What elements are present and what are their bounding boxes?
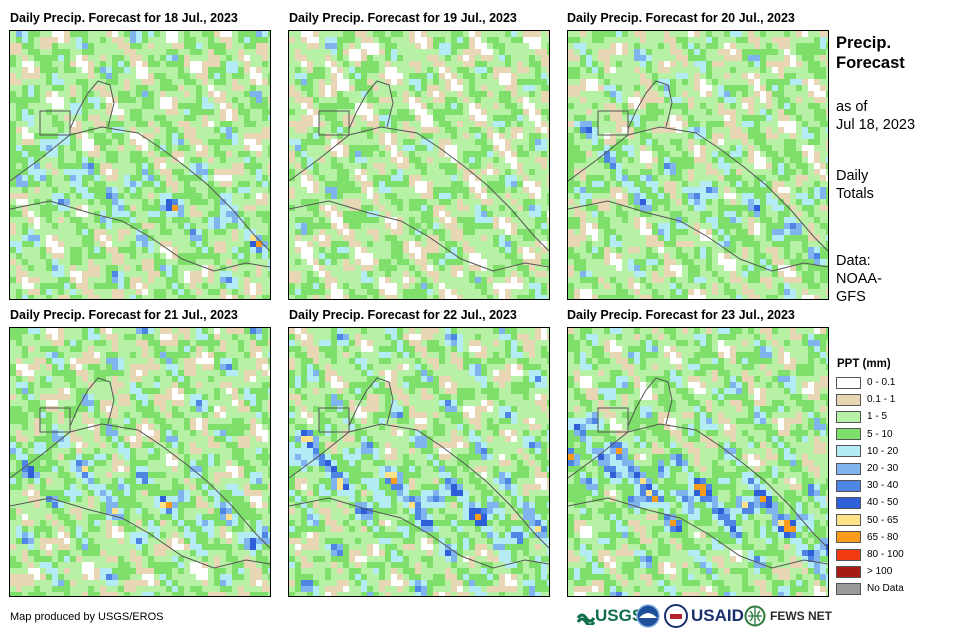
legend-item: > 100 (836, 564, 892, 579)
legend-swatch (836, 410, 861, 423)
precip-raster (10, 31, 270, 299)
legend-swatch (836, 514, 861, 527)
usaid-logo: USAID (664, 602, 744, 630)
precip-raster (289, 328, 549, 596)
panel-title-20jul: Daily Precip. Forecast for 20 Jul., 2023 (567, 11, 795, 25)
legend-item: 30 - 40 (836, 478, 898, 493)
legend-item: 50 - 65 (836, 513, 898, 528)
legend-item: 80 - 100 (836, 547, 904, 562)
panel-title-22jul: Daily Precip. Forecast for 22 Jul., 2023 (289, 308, 517, 322)
as-of-date: as of Jul 18, 2023 (836, 99, 916, 133)
legend-label: 40 - 50 (867, 497, 899, 509)
legend-label: No Data (867, 583, 904, 595)
panel-title-19jul: Daily Precip. Forecast for 19 Jul., 2023 (289, 11, 517, 25)
fewsnet-logo: FEWS NET (744, 602, 832, 630)
legend-swatch (836, 582, 861, 595)
legend-item: 0 - 0.1 (836, 375, 895, 390)
map-20jul (567, 30, 829, 300)
map-19jul (288, 30, 550, 300)
legend-label: 80 - 100 (867, 549, 904, 560)
data-source: Data: NOAA- GFS (836, 253, 882, 305)
panel-title-18jul: Daily Precip. Forecast for 18 Jul., 2023 (10, 11, 238, 25)
legend-item: 1 - 5 (836, 409, 887, 424)
legend-item: 65 - 80 (836, 530, 898, 545)
panel-title-21jul: Daily Precip. Forecast for 21 Jul., 2023 (10, 308, 238, 322)
usaid-seal-icon (664, 604, 688, 628)
panel-title-23jul: Daily Precip. Forecast for 23 Jul., 2023 (567, 308, 795, 322)
map-22jul (288, 327, 550, 597)
legend-label: 5 - 10 (867, 428, 893, 440)
legend-title: PPT (mm) (837, 358, 891, 370)
map-21jul (9, 327, 271, 597)
legend-swatch (836, 445, 861, 458)
legend-label: 30 - 40 (867, 480, 899, 492)
legend-swatch (836, 531, 861, 544)
legend-swatch (836, 376, 861, 389)
precip-raster (10, 328, 270, 596)
map-23jul (567, 327, 829, 597)
legend-label: 0.1 - 1 (867, 394, 896, 406)
legend-item: 20 - 30 (836, 461, 898, 476)
legend-item: 40 - 50 (836, 495, 898, 510)
precip-raster (568, 328, 828, 596)
map-18jul (9, 30, 271, 300)
side-title: Precip. Forecast (836, 34, 905, 72)
legend-swatch (836, 428, 861, 441)
fewsnet-globe-icon (744, 605, 766, 627)
legend-label: 1 - 5 (867, 411, 888, 423)
precip-raster (568, 31, 828, 299)
legend-item: 0.1 - 1 (836, 392, 895, 407)
usgs-wave-icon (577, 613, 595, 625)
usgs-logo: USGS (577, 602, 643, 630)
precip-raster (289, 31, 549, 299)
legend-label: 0 - 0.1 (867, 377, 896, 388)
noaa-emblem-icon (636, 604, 660, 628)
legend-label: > 100 (867, 566, 893, 578)
legend-swatch (836, 393, 861, 406)
legend-swatch (836, 496, 861, 509)
legend-item: 10 - 20 (836, 444, 898, 459)
legend-label: 50 - 65 (867, 514, 899, 526)
legend-item: 5 - 10 (836, 427, 893, 442)
daily-totals-label: Daily Totals (836, 168, 874, 202)
legend-swatch (836, 462, 861, 475)
legend-label: 10 - 20 (867, 445, 899, 457)
noaa-logo (636, 602, 660, 630)
legend-swatch (836, 479, 861, 492)
legend-item: No Data (836, 581, 904, 596)
legend-label: 20 - 30 (867, 463, 899, 474)
legend-swatch (836, 548, 861, 561)
legend-label: 65 - 80 (867, 531, 899, 543)
legend-swatch (836, 565, 861, 578)
map-credit: Map produced by USGS/EROS (10, 611, 164, 623)
